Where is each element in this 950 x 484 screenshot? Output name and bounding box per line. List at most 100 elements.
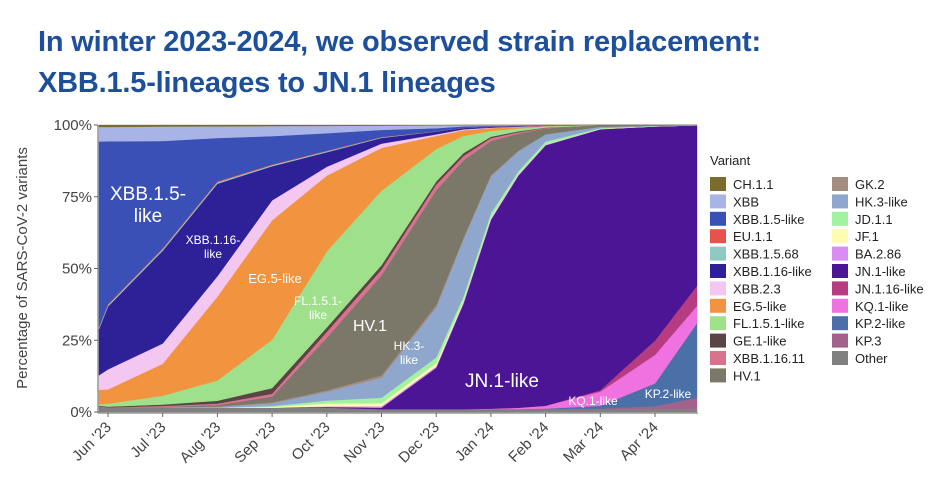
legend-item: HK.3-like xyxy=(832,194,908,209)
legend-label: Other xyxy=(855,351,888,366)
legend-swatch xyxy=(832,194,848,209)
annotation-label: FL.1.5.1-like xyxy=(294,294,342,322)
legend-item: EU.1.1 xyxy=(710,229,773,244)
legend-swatch xyxy=(710,368,726,383)
legend-item: Other xyxy=(832,351,888,366)
legend-label: EG.5-like xyxy=(733,299,786,314)
legend-swatch xyxy=(832,264,848,278)
x-tick-label: Apr '24 xyxy=(617,419,662,464)
x-tick-label: Aug '23 xyxy=(177,419,225,467)
y-tick-label: 25% xyxy=(62,332,92,349)
x-tick-label: Jan '24 xyxy=(452,419,498,465)
legend-swatch xyxy=(710,229,726,244)
legend-label: JN.1.16-like xyxy=(855,281,924,296)
legend-swatch xyxy=(710,264,726,278)
legend-item: KP.2-like xyxy=(832,316,905,331)
legend-item: EG.5-like xyxy=(710,298,786,314)
legend-swatch xyxy=(710,316,726,331)
x-tick-label: Jun '23 xyxy=(69,419,115,465)
legend-swatch xyxy=(832,351,848,365)
legend-label: XBB.1.16.11 xyxy=(733,351,805,366)
legend-swatch xyxy=(710,194,726,209)
slide-title: In winter 2023-2024, we observed strain … xyxy=(38,22,761,104)
legend-item: XBB.2.3 xyxy=(710,281,781,296)
legend-item: XBB.1.16-like xyxy=(710,264,812,279)
legend-title: Variant xyxy=(710,153,751,168)
legend-item: KQ.1-like xyxy=(832,298,908,314)
legend-item: XBB.1.5.68 xyxy=(710,246,799,262)
legend-swatch xyxy=(832,246,848,261)
y-tick-label: 0% xyxy=(70,404,92,421)
legend-label: XBB xyxy=(733,194,759,209)
legend-swatch xyxy=(832,316,848,331)
y-tick-label: 100% xyxy=(54,117,92,134)
area-layers xyxy=(98,124,698,413)
annotation-label: EG.5-like xyxy=(248,271,301,286)
legend-swatch xyxy=(832,281,848,296)
legend-label: EU.1.1 xyxy=(733,229,773,244)
legend-swatch xyxy=(710,211,726,226)
annotation-label: KP.2-like xyxy=(645,387,692,401)
legend-label: XBB.2.3 xyxy=(733,281,781,296)
legend-swatch xyxy=(710,246,726,261)
legend-swatch xyxy=(710,298,726,313)
legend-swatch xyxy=(832,333,848,348)
legend-item: JD.1.1 xyxy=(832,211,893,227)
x-tick-label: Feb '24 xyxy=(505,419,552,466)
legend-item: KP.3 xyxy=(832,333,882,349)
legend-swatch xyxy=(832,177,848,191)
legend-swatch xyxy=(710,351,726,365)
legend-label: XBB.1.5.68 xyxy=(733,247,799,262)
legend-label: XBB.1.16-like xyxy=(733,264,812,279)
annotation-label: HK.3-like xyxy=(394,339,425,367)
x-tick-label: Nov '23 xyxy=(341,419,389,467)
legend-swatch xyxy=(832,298,848,313)
legend-item: XBB.1.5-like xyxy=(710,211,805,227)
legend-label: KQ.1-like xyxy=(855,299,908,314)
legend-swatch xyxy=(710,281,726,296)
legend-label: HV.1 xyxy=(733,368,761,383)
y-axis-label: Percentage of SARS-CoV-2 variants xyxy=(14,147,31,389)
legend-swatch xyxy=(710,177,726,191)
legend-label: GK.2 xyxy=(855,177,885,192)
y-tick-label: 75% xyxy=(62,189,92,206)
legend-swatch xyxy=(832,229,848,244)
y-tick-label: 50% xyxy=(62,261,92,278)
legend-label: FL.1.5.1-like xyxy=(733,316,805,331)
legend-label: KP.3 xyxy=(855,334,882,349)
x-tick-label: Mar '24 xyxy=(560,419,607,466)
legend-label: CH.1.1 xyxy=(733,177,773,192)
annotation-label: KQ.1-like xyxy=(568,394,618,408)
legend-label: GE.1-like xyxy=(733,334,786,349)
legend-label: BA.2.86 xyxy=(855,247,901,262)
x-tick-label: Dec '23 xyxy=(395,419,443,467)
legend-item: JN.1-like xyxy=(832,264,906,279)
x-tick-label: Oct '23 xyxy=(288,419,333,464)
legend-item: FL.1.5.1-like xyxy=(710,316,805,331)
legend-item: CH.1.1 xyxy=(710,177,773,192)
legend-label: JN.1-like xyxy=(855,264,906,279)
slide-title-line2: XBB.1.5-lineages to JN.1 lineages xyxy=(38,67,496,99)
slide-title-line1: In winter 2023-2024, we observed strain … xyxy=(38,26,761,58)
legend-item: HV.1 xyxy=(710,368,761,383)
legend-item: XBB xyxy=(710,194,759,209)
legend-label: HK.3-like xyxy=(855,194,908,209)
x-tick-label: Sep '23 xyxy=(231,419,279,467)
legend-label: JF.1 xyxy=(855,229,879,244)
annotation-label: XBB.1.16-like xyxy=(186,233,241,261)
legend-label: JD.1.1 xyxy=(855,212,893,227)
legend-item: BA.2.86 xyxy=(832,246,901,262)
annotation-label: HV.1 xyxy=(353,318,387,335)
legend-item: XBB.1.16.11 xyxy=(710,351,805,366)
legend-item: GK.2 xyxy=(832,177,885,192)
legend-label: XBB.1.5-like xyxy=(733,212,805,227)
legend-label: KP.2-like xyxy=(855,316,905,331)
legend-swatch xyxy=(710,333,726,348)
area-ch-1-1 xyxy=(98,124,697,128)
legend: Variant CH.1.1 XBB XBB.1.5-like EU.1.1 XBB.1… xyxy=(710,153,924,383)
legend-swatch xyxy=(832,211,848,226)
legend-item: JF.1 xyxy=(832,229,879,244)
legend-item: JN.1.16-like xyxy=(832,281,924,296)
